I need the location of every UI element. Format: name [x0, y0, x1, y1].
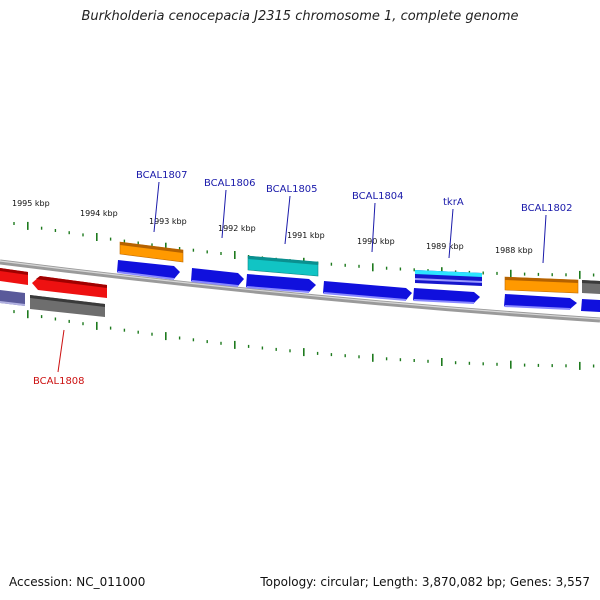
gene-label-BCAL1805[interactable]: BCAL1805	[266, 184, 318, 195]
map-title: Burkholderia cenocepacia J2315 chromosom…	[81, 9, 519, 24]
cds-arrow-1[interactable]	[117, 260, 180, 279]
cds-arrow-5[interactable]	[413, 288, 480, 303]
tick-labels: 1995 kbp 1994 kbp 1993 kbp 1992 kbp 1991…	[12, 199, 533, 255]
gene-label-tkrA[interactable]: tkrA	[443, 197, 464, 208]
topology-text: Topology: circular; Length: 3,870,082 bp…	[260, 575, 590, 589]
label-leader-lines	[57, 181, 547, 373]
tick-label-1995: 1995 kbp	[12, 199, 50, 208]
gene-labels: BCAL1807 BCAL1806 BCAL1805 BCAL1804 tkrA…	[33, 170, 573, 387]
forward-strand-features	[119, 241, 600, 294]
tick-label-1992: 1992 kbp	[218, 224, 256, 233]
accession-text: Accession: NC_011000	[9, 575, 146, 589]
gene-label-BCAL1802[interactable]: BCAL1802	[521, 203, 573, 214]
cds-arrow-7[interactable]	[581, 299, 600, 312]
gene-label-BCAL1808[interactable]: BCAL1808	[33, 376, 85, 387]
chromosome-backbone-highlight	[0, 260, 600, 320]
cds-arrow-6[interactable]	[504, 294, 577, 309]
tick-label-1991: 1991 kbp	[287, 231, 325, 240]
gene-feature-BCAL1808[interactable]	[32, 276, 107, 298]
cds-arrows	[117, 260, 600, 312]
chromosome-backbone	[0, 259, 600, 323]
tick-label-1990: 1990 kbp	[357, 237, 395, 246]
tick-label-1994: 1994 kbp	[80, 209, 118, 218]
tick-label-1993: 1993 kbp	[149, 217, 187, 226]
inner-tick-ring	[13, 310, 595, 370]
gene-label-BCAL1807[interactable]: BCAL1807	[136, 170, 188, 181]
gene-label-BCAL1806[interactable]: BCAL1806	[204, 178, 256, 189]
tick-label-1988: 1988 kbp	[495, 246, 533, 255]
gene-label-BCAL1804[interactable]: BCAL1804	[352, 191, 404, 202]
gene-feature-gray-left[interactable]	[30, 295, 105, 317]
tick-label-1989: 1989 kbp	[426, 242, 464, 251]
reverse-strand-features	[0, 268, 107, 317]
cds-arrow-4[interactable]	[323, 281, 412, 300]
